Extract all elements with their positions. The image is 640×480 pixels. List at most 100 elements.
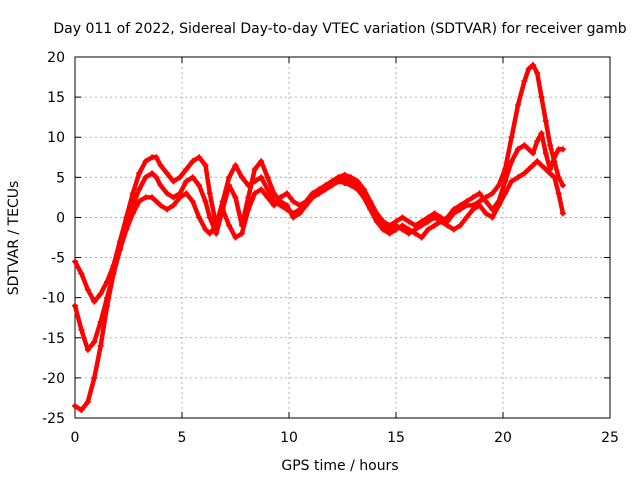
data-point bbox=[170, 178, 177, 185]
data-point bbox=[508, 158, 515, 165]
data-point bbox=[534, 158, 541, 165]
x-tick-label: 10 bbox=[280, 430, 298, 446]
data-point bbox=[189, 158, 196, 165]
data-point bbox=[153, 154, 160, 161]
data-point bbox=[78, 270, 85, 277]
data-point bbox=[277, 194, 284, 201]
data-point bbox=[129, 190, 136, 197]
y-tick-label: -20 bbox=[42, 371, 65, 387]
data-point bbox=[136, 170, 143, 177]
data-point bbox=[72, 402, 78, 409]
data-point bbox=[142, 174, 149, 181]
data-point bbox=[196, 154, 203, 161]
data-point bbox=[341, 179, 348, 186]
data-point bbox=[538, 94, 545, 101]
data-point bbox=[529, 150, 536, 157]
data-point bbox=[176, 194, 183, 201]
data-point bbox=[555, 190, 562, 197]
data-point bbox=[328, 182, 335, 189]
data-point bbox=[78, 326, 85, 333]
data-point bbox=[542, 118, 549, 125]
y-tick-label: 15 bbox=[47, 90, 65, 106]
data-point bbox=[183, 178, 190, 185]
data-point bbox=[251, 190, 258, 197]
data-point bbox=[521, 78, 528, 85]
data-point bbox=[514, 146, 521, 153]
data-point bbox=[502, 178, 509, 185]
data-point bbox=[136, 198, 143, 205]
data-point bbox=[525, 166, 532, 173]
x-axis-label: GPS time / hours bbox=[281, 458, 398, 474]
data-point bbox=[226, 222, 233, 229]
y-tick-label: -25 bbox=[42, 411, 65, 427]
data-point bbox=[72, 258, 78, 265]
y-tick-label: 10 bbox=[47, 130, 65, 146]
data-point bbox=[170, 202, 177, 209]
data-point bbox=[354, 186, 361, 193]
data-point bbox=[489, 214, 496, 221]
axis-ticks: 0 5 10 15 20 25 -25 -20 -15 -10 -5 0 5 10 15 20 bbox=[42, 50, 619, 446]
data-point bbox=[534, 70, 541, 77]
data-point bbox=[425, 218, 432, 225]
data-point bbox=[457, 202, 464, 209]
data-point bbox=[559, 146, 566, 153]
data-point bbox=[425, 226, 432, 233]
data-point bbox=[542, 150, 549, 157]
data-point bbox=[72, 302, 78, 309]
data-point bbox=[551, 174, 558, 181]
data-point bbox=[142, 158, 149, 165]
data-point bbox=[457, 222, 464, 229]
data-point bbox=[196, 214, 203, 221]
data-point bbox=[450, 226, 457, 233]
data-point bbox=[245, 206, 252, 213]
data-point bbox=[91, 298, 98, 305]
data-point bbox=[251, 166, 258, 173]
data-point bbox=[219, 206, 226, 213]
data-point bbox=[196, 182, 203, 189]
data-point bbox=[386, 230, 393, 237]
x-tick-label: 25 bbox=[601, 430, 619, 446]
y-tick-label: 20 bbox=[47, 50, 65, 66]
data-point bbox=[476, 202, 483, 209]
data-point bbox=[380, 226, 387, 233]
data-point bbox=[183, 190, 190, 197]
data-point bbox=[559, 182, 566, 189]
data-point bbox=[360, 194, 367, 201]
data-point bbox=[91, 374, 98, 381]
data-point bbox=[84, 398, 91, 405]
y-tick-label: -15 bbox=[42, 331, 65, 347]
data-point bbox=[97, 290, 104, 297]
data-point bbox=[399, 214, 406, 221]
data-point bbox=[213, 222, 220, 229]
data-point bbox=[232, 162, 239, 169]
data-point bbox=[529, 162, 536, 169]
data-point bbox=[470, 194, 477, 201]
y-tick-label: -10 bbox=[42, 291, 65, 307]
data-point bbox=[264, 186, 271, 193]
x-tick-label: 15 bbox=[387, 430, 405, 446]
data-point bbox=[258, 186, 265, 193]
data-point bbox=[521, 142, 528, 149]
data-point bbox=[283, 190, 290, 197]
data-point bbox=[303, 198, 310, 205]
data-point bbox=[309, 194, 316, 201]
data-point bbox=[84, 346, 91, 353]
chart-title: Day 011 of 2022, Sidereal Day-to-day VTE… bbox=[53, 21, 626, 37]
data-point bbox=[489, 190, 496, 197]
data-point bbox=[444, 222, 451, 229]
data-point bbox=[547, 142, 554, 149]
data-point bbox=[153, 174, 160, 181]
y-tick-label: -5 bbox=[51, 251, 65, 267]
data-point bbox=[437, 218, 444, 225]
data-point bbox=[538, 130, 545, 137]
data-point bbox=[164, 190, 171, 197]
data-point bbox=[290, 198, 297, 205]
data-point bbox=[189, 174, 196, 181]
data-point bbox=[164, 170, 171, 177]
data-point bbox=[258, 174, 265, 181]
data-point bbox=[296, 202, 303, 209]
data-point bbox=[521, 170, 528, 177]
data-point bbox=[176, 174, 183, 181]
data-point bbox=[482, 198, 489, 205]
series-track-3 bbox=[72, 158, 566, 413]
